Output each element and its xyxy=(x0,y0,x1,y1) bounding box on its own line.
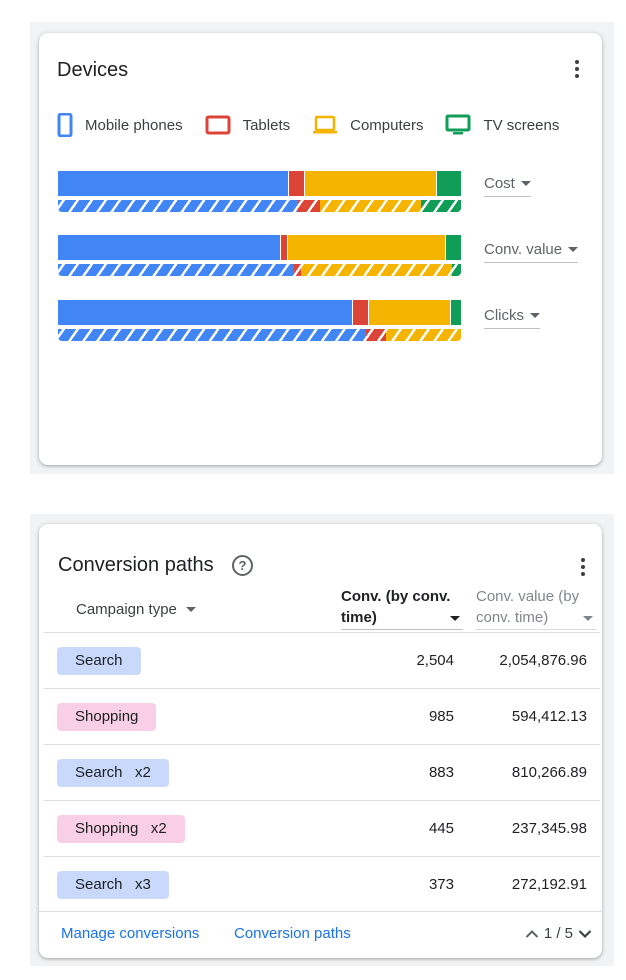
chevron-down-icon xyxy=(583,616,593,621)
conv-value-amount: 2,054,876.96 xyxy=(499,652,587,669)
compare-segment-mobile xyxy=(58,200,298,212)
clicks-bar-compare xyxy=(58,329,461,341)
card-footer: Manage conversions Conversion paths 1 / … xyxy=(39,911,602,958)
compare-segment-tv xyxy=(451,264,461,276)
bar-segment-mobile xyxy=(58,235,281,260)
metric-select-conv-value[interactable]: Conv. value xyxy=(484,241,579,263)
table-row[interactable]: Search x3 373 272,192.91 xyxy=(44,856,600,913)
conv-value-amount: 594,412.13 xyxy=(511,708,587,725)
column-header-line: conv. time) xyxy=(476,609,549,626)
bar-segment-mobile xyxy=(58,300,352,325)
campaign-chip[interactable]: Search x3 xyxy=(57,871,169,899)
devices-more-options-icon[interactable] xyxy=(575,60,579,78)
legend-label: Tablets xyxy=(242,116,291,134)
mobile-phone-icon xyxy=(57,113,73,137)
metric-select-label: Conv. value xyxy=(484,241,563,258)
campaign-chip[interactable]: Search x2 xyxy=(57,759,169,787)
bar-segment-tablets xyxy=(352,300,369,325)
clicks-bar-solid xyxy=(58,300,461,325)
bar-segment-computers xyxy=(288,235,445,260)
header-underline xyxy=(476,629,596,630)
bar-segment-computers xyxy=(304,171,437,196)
help-icon[interactable]: ? xyxy=(232,555,253,576)
tv-icon xyxy=(445,114,471,135)
chevron-down-icon xyxy=(530,313,540,318)
chevron-up-icon[interactable] xyxy=(525,929,539,939)
metric-select-clicks[interactable]: Clicks xyxy=(484,307,540,329)
compare-segment-tablets xyxy=(366,329,387,341)
conv-value-amount: 810,266.89 xyxy=(511,764,587,781)
chevron-down-icon[interactable] xyxy=(578,929,592,939)
devices-title: Devices xyxy=(57,59,129,81)
conversion-paths-title: Conversion paths xyxy=(58,554,214,576)
bar-segment-tv xyxy=(437,171,461,196)
compare-segment-tablets xyxy=(293,264,301,276)
page-indicator: 1 / 5 xyxy=(543,925,573,942)
conv-value-amount: 237,345.98 xyxy=(511,820,587,837)
column-header-label: Campaign type xyxy=(76,601,177,618)
legend-item-tablets[interactable]: Tablets xyxy=(205,115,291,135)
compare-segment-computers xyxy=(319,200,421,212)
conv-value: 2,504 xyxy=(416,652,454,669)
conv-value: 985 xyxy=(428,708,454,725)
compare-segment-mobile xyxy=(58,329,367,341)
bar-segment-tv xyxy=(450,300,461,325)
legend-label: Mobile phones xyxy=(85,116,183,134)
column-header-campaign-type[interactable]: Campaign type xyxy=(76,601,177,618)
paths-more-options-icon[interactable] xyxy=(581,558,585,576)
table-row[interactable]: Shopping 985 594,412.13 xyxy=(44,688,600,745)
sort-descending-icon[interactable] xyxy=(450,616,460,621)
compare-segment-mobile xyxy=(58,264,294,276)
campaign-chip[interactable]: Shopping xyxy=(57,703,157,731)
laptop-icon xyxy=(313,115,338,134)
cost-bar-compare xyxy=(58,200,461,212)
table-row[interactable]: Shopping x2 445 237,345.98 xyxy=(44,800,600,857)
metric-select-label: Cost xyxy=(484,175,515,192)
devices-legend: Mobile phones Tablets Computers TV scree… xyxy=(57,113,581,137)
devices-card: Devices Mobile phones Tablets Computers xyxy=(39,33,602,465)
chevron-down-icon xyxy=(568,247,579,252)
column-header-line: Conv. (by conv. xyxy=(341,588,451,605)
conv-value-amount: 272,192.91 xyxy=(511,876,587,893)
compare-segment-tv xyxy=(420,200,461,212)
bar-segment-tablets xyxy=(288,171,304,196)
column-header-line: Conv. value (by xyxy=(476,588,580,605)
bar-segment-mobile xyxy=(58,171,288,196)
column-header-line: time) xyxy=(341,609,377,626)
chevron-down-icon xyxy=(520,181,531,186)
conversion-paths-card: Conversion paths ? Campaign type Conv. (… xyxy=(39,524,602,958)
conv-value: 373 xyxy=(428,876,454,893)
metric-select-cost[interactable]: Cost xyxy=(484,175,531,197)
conv-value-bar-solid xyxy=(58,235,461,260)
campaign-chip[interactable]: Shopping x2 xyxy=(57,815,185,843)
column-header-conv[interactable]: Conv. (by conv. time) xyxy=(341,586,463,630)
legend-item-tv-screens[interactable]: TV screens xyxy=(445,114,559,136)
legend-item-computers[interactable]: Computers xyxy=(312,115,423,135)
metric-select-label: Clicks xyxy=(484,307,524,324)
table-row[interactable]: Search 2,504 2,054,876.96 xyxy=(44,632,600,689)
conv-value-bar-compare xyxy=(58,264,461,276)
bar-segment-tablets xyxy=(281,235,288,260)
bar-segment-tv xyxy=(445,235,461,260)
table-row[interactable]: Search x2 883 810,266.89 xyxy=(44,744,600,801)
compare-segment-computers xyxy=(300,264,452,276)
conversion-paths-link[interactable]: Conversion paths xyxy=(234,925,351,942)
manage-conversions-link[interactable]: Manage conversions xyxy=(61,925,200,942)
cost-bar-solid xyxy=(58,171,461,196)
legend-label: TV screens xyxy=(483,116,560,134)
header-underline xyxy=(341,629,463,630)
conv-value: 883 xyxy=(428,764,454,781)
tablet-icon xyxy=(205,115,231,135)
conv-value: 445 xyxy=(428,820,454,837)
column-header-conv-value[interactable]: Conv. value (by conv. time) xyxy=(476,586,596,630)
compare-segment-computers xyxy=(386,329,461,341)
bar-segment-computers xyxy=(369,300,450,325)
pagination: 1 / 5 xyxy=(525,925,592,942)
legend-label: Computers xyxy=(350,116,424,134)
chevron-down-icon xyxy=(186,607,196,612)
campaign-chip[interactable]: Search xyxy=(57,647,141,675)
compare-segment-tablets xyxy=(297,200,320,212)
legend-item-mobile-phones[interactable]: Mobile phones xyxy=(57,113,183,137)
